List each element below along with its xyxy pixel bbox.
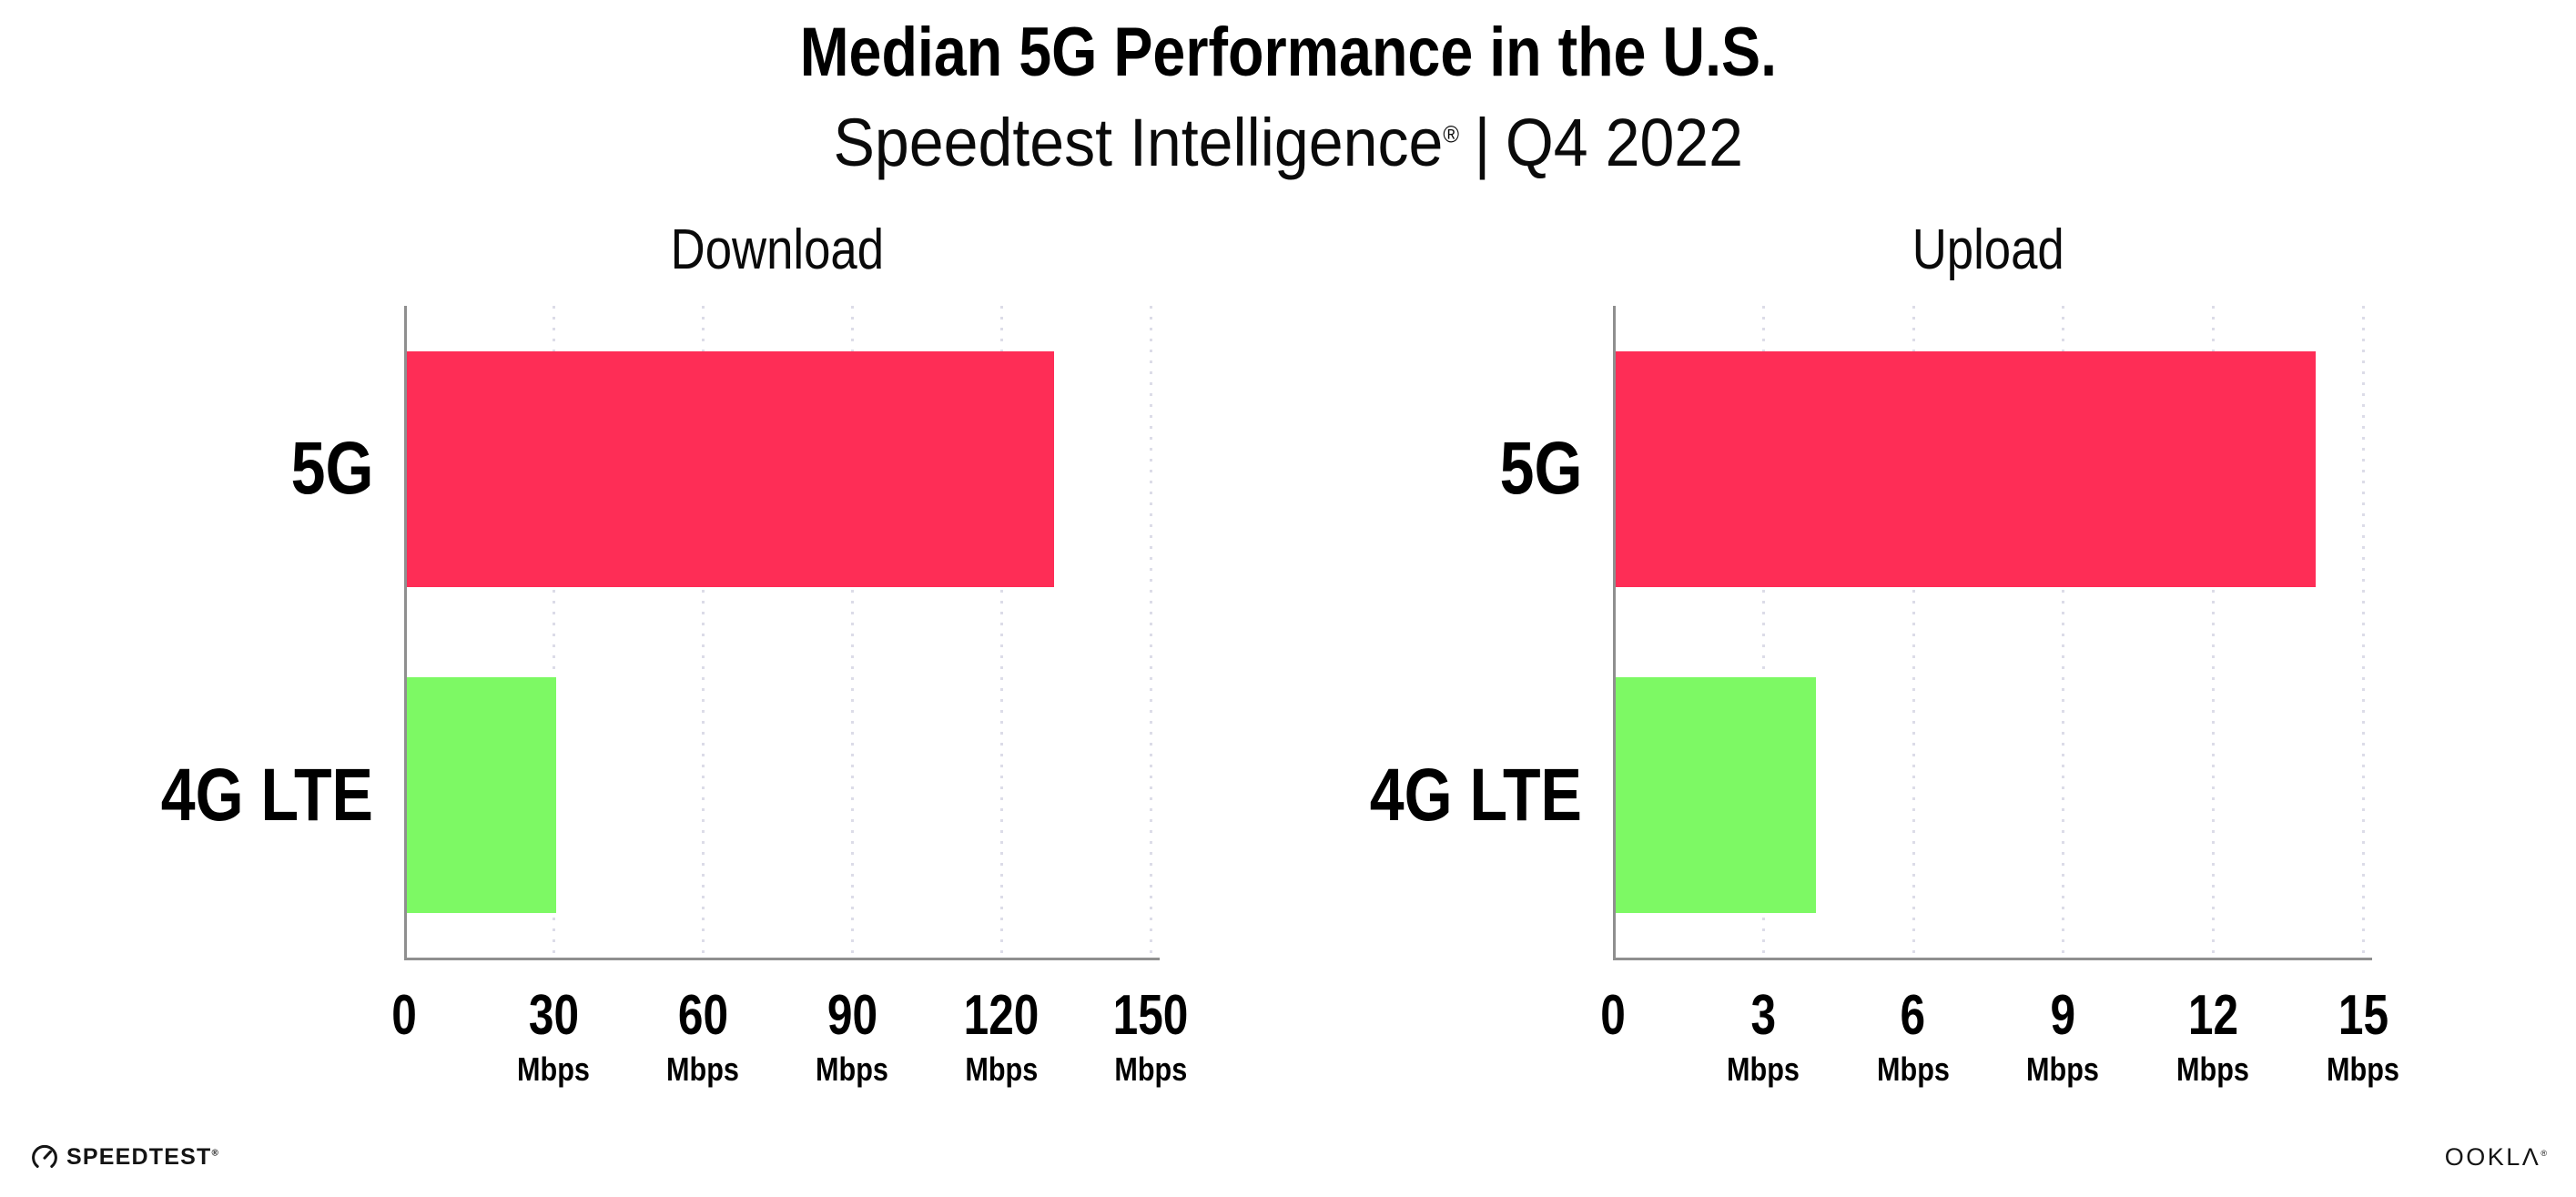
- gridline-90: [851, 306, 854, 959]
- gridline-3: [1761, 306, 1765, 959]
- x-tick-value: 150: [1112, 984, 1189, 1047]
- x-tick-value: 120: [963, 984, 1040, 1047]
- category-label-text: 5G: [1499, 427, 1582, 511]
- x-tick-unit: Mbps: [666, 1050, 739, 1088]
- plot-area-upload: 5G 4G LTE 0 3 Mbps 6 Mbps 9 Mbps 12 Mbps 15 Mbps: [1370, 306, 2399, 1086]
- x-tick-unit: Mbps: [2176, 1050, 2250, 1088]
- x-tick-value: 9: [2050, 984, 2076, 1047]
- gridline-120: [1000, 306, 1003, 959]
- speedtest-registered-mark: ®: [211, 1148, 220, 1159]
- x-tick-value: 30: [528, 984, 579, 1047]
- subtitle-period: Q4 2022: [1505, 105, 1743, 180]
- panel-title-text: Download: [670, 218, 885, 281]
- category-label-text: 4G LTE: [160, 753, 373, 837]
- panel-title-text: Upload: [1912, 218, 2064, 281]
- speedtest-gauge-icon: [31, 1143, 58, 1171]
- subtitle-divider: |: [1474, 105, 1491, 180]
- x-tick-value: 0: [1600, 984, 1626, 1047]
- x-axis-line: [404, 958, 1160, 960]
- ookla-registered-mark: ®: [2541, 1149, 2547, 1158]
- x-tick-120: 120 Mbps: [954, 988, 1048, 1086]
- x-tick-90: 90 Mbps: [809, 988, 895, 1086]
- ookla-logo: OOKLΛ®: [2445, 1145, 2547, 1170]
- x-axis-line: [1613, 958, 2372, 960]
- x-tick-value: 60: [677, 984, 728, 1047]
- registered-mark: ®: [1443, 120, 1459, 148]
- x-tick-value: 6: [1900, 984, 1926, 1047]
- x-tick-15: 15 Mbps: [2320, 988, 2406, 1086]
- panel-title-download: Download: [404, 222, 1151, 286]
- speedtest-wordmark-text: SPEEDTEST: [66, 1143, 212, 1170]
- page-title: Median 5G Performance in the U.S.: [0, 16, 2576, 89]
- gridline-15: [2362, 306, 2365, 959]
- category-label-5g: 5G: [1483, 431, 1582, 506]
- y-axis-line: [1613, 306, 1616, 959]
- category-label-text: 4G LTE: [1369, 753, 1582, 837]
- speedtest-logo: SPEEDTEST®: [31, 1143, 219, 1171]
- gridline-30: [553, 306, 555, 959]
- y-axis-line: [404, 306, 407, 959]
- bar-4g-lte: [407, 677, 556, 914]
- x-tick-9: 9 Mbps: [2020, 988, 2105, 1086]
- category-label-4g-lte: 4G LTE: [117, 753, 373, 837]
- x-tick-3: 3 Mbps: [1720, 988, 1806, 1086]
- x-tick-0: 0: [1597, 988, 1628, 1044]
- x-tick-unit: Mbps: [965, 1050, 1038, 1088]
- category-label-text: 5G: [290, 427, 373, 511]
- panel-title-upload: Upload: [1613, 222, 2363, 286]
- subtitle-brand: Speedtest Intelligence: [833, 105, 1444, 180]
- bar-5g: [1616, 350, 2317, 587]
- page-title-text: Median 5G Performance in the U.S.: [799, 14, 1777, 91]
- x-tick-0: 0: [389, 988, 420, 1044]
- gridline-12: [2212, 306, 2216, 959]
- gridline-6: [1912, 306, 1915, 959]
- x-tick-150: 150 Mbps: [1103, 988, 1197, 1086]
- ookla-wordmark-text: OOKLΛ: [2444, 1143, 2541, 1171]
- gridline-150: [1150, 306, 1152, 959]
- x-tick-unit: Mbps: [1726, 1050, 1800, 1088]
- x-tick-unit: Mbps: [1876, 1050, 1950, 1088]
- x-tick-unit: Mbps: [1114, 1050, 1187, 1088]
- x-tick-value: 12: [2187, 984, 2238, 1047]
- speedtest-wordmark: SPEEDTEST®: [66, 1144, 219, 1171]
- x-tick-unit: Mbps: [816, 1050, 888, 1088]
- category-label-5g: 5G: [274, 431, 373, 506]
- x-tick-60: 60 Mbps: [660, 988, 745, 1086]
- x-tick-value: 90: [827, 984, 877, 1047]
- category-label-4g-lte: 4G LTE: [1326, 753, 1582, 837]
- x-tick-12: 12 Mbps: [2170, 988, 2256, 1086]
- plot-area-download: 5G 4G LTE 0 30 Mbps 60 Mbps 90 Mbps 120 Mbps 150 Mbp…: [161, 306, 1188, 1086]
- x-tick-unit: Mbps: [517, 1050, 590, 1088]
- x-tick-value: 15: [2338, 984, 2388, 1047]
- x-tick-unit: Mbps: [2327, 1050, 2399, 1088]
- page-subtitle-text: Speedtest Intelligence® | Q4 2022: [833, 107, 1743, 178]
- x-tick-6: 6 Mbps: [1871, 988, 1956, 1086]
- gridline-9: [2062, 306, 2065, 959]
- x-tick-30: 30 Mbps: [511, 988, 596, 1086]
- x-tick-unit: Mbps: [2026, 1050, 2100, 1088]
- x-tick-value: 0: [391, 984, 417, 1047]
- page-subtitle: Speedtest Intelligence® | Q4 2022: [0, 107, 2576, 178]
- x-tick-value: 3: [1749, 984, 1776, 1047]
- bar-4g-lte: [1616, 677, 1816, 914]
- gridline-60: [702, 306, 705, 959]
- bar-5g: [407, 350, 1054, 587]
